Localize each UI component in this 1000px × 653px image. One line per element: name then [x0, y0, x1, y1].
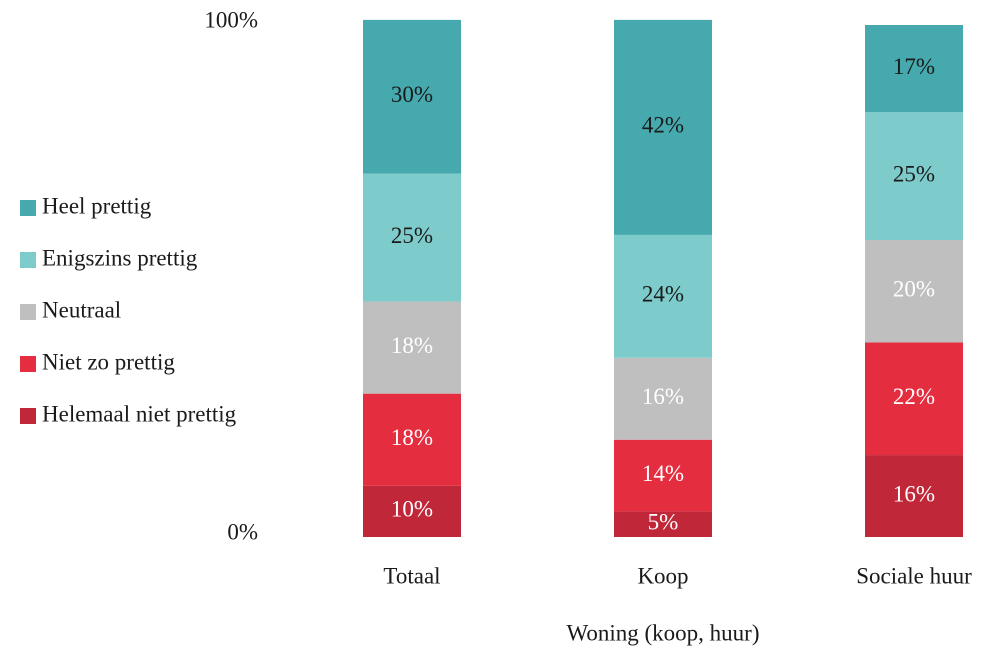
data-label: 18%	[391, 425, 433, 450]
data-label: 14%	[642, 461, 684, 486]
y-tick-label: 0%	[227, 519, 258, 544]
legend-label: Enigszins prettig	[42, 245, 198, 270]
bar-segment	[865, 240, 963, 343]
bar-segment	[363, 19, 461, 174]
legend-swatch	[20, 408, 36, 424]
data-label: 5%	[648, 509, 679, 534]
legend-swatch	[20, 200, 36, 216]
legend-label: Helemaal niet prettig	[42, 401, 237, 426]
data-label: 16%	[642, 384, 684, 409]
data-label: 25%	[893, 161, 935, 186]
bar-segment	[865, 455, 963, 537]
bar-segment	[363, 485, 461, 537]
x-tick-label: Sociale huur	[856, 563, 972, 588]
bar-segment	[865, 112, 963, 241]
bar-segment	[363, 173, 461, 302]
data-label: 25%	[391, 223, 433, 248]
bar-segment	[614, 19, 712, 235]
data-label: 18%	[391, 333, 433, 358]
y-tick-label: 100%	[204, 7, 258, 32]
legend-label: Heel prettig	[42, 193, 152, 218]
bar-segment	[614, 511, 712, 537]
legend-swatch	[20, 252, 36, 268]
bar-segment	[614, 234, 712, 358]
data-label: 20%	[893, 277, 935, 302]
data-label: 10%	[391, 497, 433, 522]
legend-swatch	[20, 304, 36, 320]
data-label: 24%	[642, 282, 684, 307]
data-label: 17%	[893, 54, 935, 79]
x-tick-label: Totaal	[383, 563, 440, 588]
data-label: 30%	[391, 82, 433, 107]
bar-segment	[865, 25, 963, 113]
legend-label: Niet zo prettig	[42, 349, 175, 374]
data-label: 22%	[893, 384, 935, 409]
data-label: 42%	[642, 113, 684, 138]
bar-segment	[363, 393, 461, 486]
bar-segment	[363, 301, 461, 394]
bar-segment	[614, 357, 712, 440]
legend-swatch	[20, 356, 36, 372]
bar-segment	[865, 342, 963, 456]
x-axis-title: Woning (koop, huur)	[567, 620, 760, 645]
bar-segment	[614, 439, 712, 512]
legend-label: Neutraal	[42, 297, 121, 322]
x-tick-label: Koop	[637, 563, 688, 588]
data-label: 16%	[893, 481, 935, 506]
